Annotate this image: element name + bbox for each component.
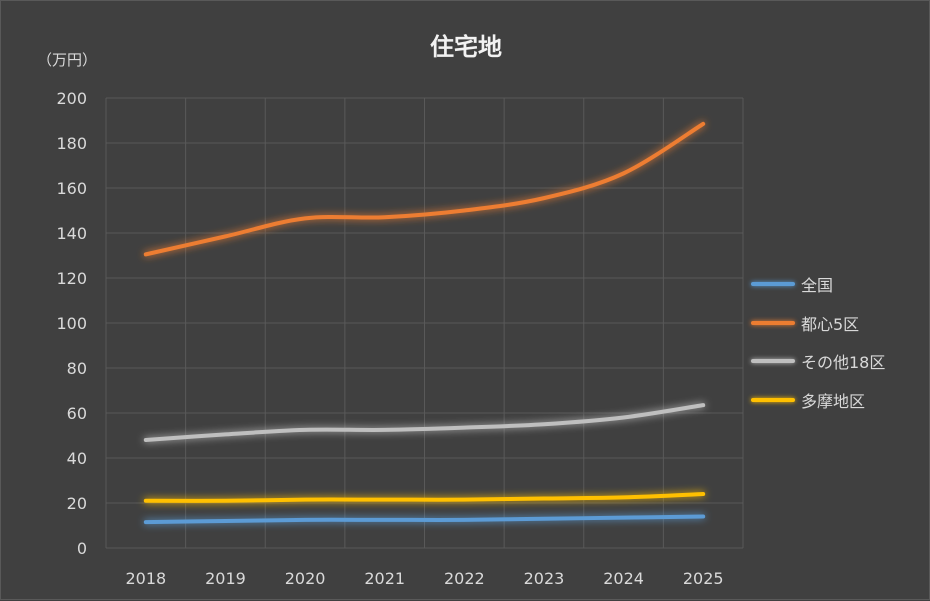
legend-label: 全国	[801, 272, 833, 296]
gridlines	[106, 98, 743, 548]
legend-item: 都心5区	[751, 304, 885, 343]
y-tick-label: 20	[67, 494, 87, 513]
x-tick-label: 2022	[444, 569, 485, 588]
legend-label: その他18区	[801, 349, 885, 373]
legend-label: 多摩地区	[801, 388, 865, 412]
x-tick-label: 2020	[285, 569, 326, 588]
x-tick-label: 2024	[603, 569, 644, 588]
y-tick-label: 0	[77, 539, 87, 558]
legend-item: 多摩地区	[751, 381, 885, 420]
y-tick-label: 60	[67, 404, 87, 423]
y-tick-label: 140	[56, 224, 87, 243]
x-tick-label: 2019	[205, 569, 246, 588]
x-tick-label: 2023	[524, 569, 565, 588]
legend-swatch	[751, 359, 795, 363]
x-tick-label: 2021	[364, 569, 405, 588]
legend: 全国都心5区その他18区多摩地区	[751, 265, 885, 419]
y-tick-label: 100	[56, 314, 87, 333]
legend-swatch	[751, 321, 795, 325]
y-tick-label: 80	[67, 359, 87, 378]
legend-swatch	[751, 398, 795, 402]
y-tick-label: 200	[56, 89, 87, 108]
legend-item: 全国	[751, 265, 885, 304]
y-tick-label: 40	[67, 449, 87, 468]
x-tick-label: 2018	[125, 569, 166, 588]
y-tick-label: 180	[56, 134, 87, 153]
legend-label: 都心5区	[801, 311, 859, 335]
y-axis-ticks: 0 20 40 60 80 100 120 140 160 180 200	[56, 89, 87, 558]
x-tick-label: 2025	[683, 569, 724, 588]
x-axis-ticks: 2018 2019 2020 2021 2022 2023 2024 2025	[125, 569, 723, 588]
y-tick-label: 120	[56, 269, 87, 288]
legend-swatch	[751, 282, 795, 286]
legend-item: その他18区	[751, 342, 885, 381]
y-tick-label: 160	[56, 179, 87, 198]
